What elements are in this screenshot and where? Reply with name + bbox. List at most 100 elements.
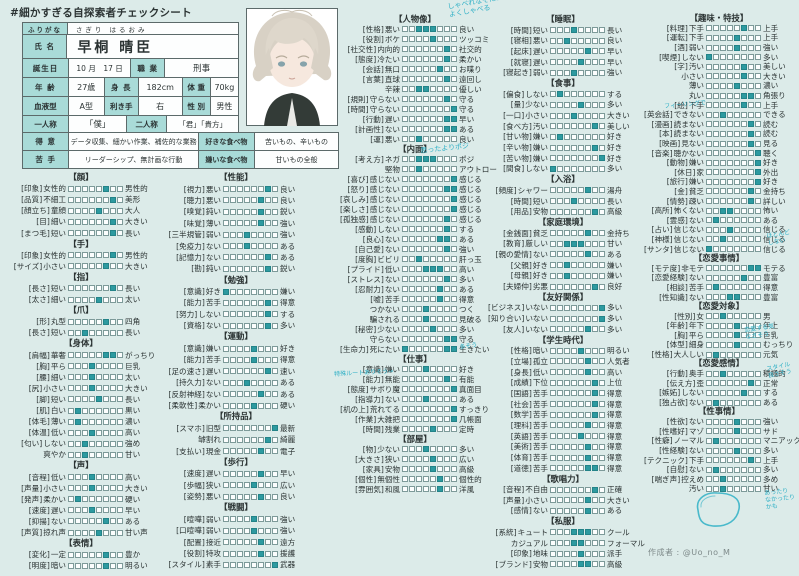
scale-box-filled[interactable] (109, 252, 116, 259)
scale-box[interactable] (726, 322, 733, 329)
scale-box[interactable] (712, 102, 719, 109)
scale-box[interactable] (754, 389, 761, 396)
scale-box[interactable] (401, 336, 408, 342)
scale-box-filled[interactable] (422, 266, 429, 272)
scale-box[interactable] (570, 283, 577, 290)
scale-box[interactable] (81, 318, 88, 325)
scale-box-filled[interactable] (584, 358, 591, 365)
scale-box[interactable] (598, 507, 605, 514)
scale-box[interactable] (549, 112, 556, 119)
scale-box-filled[interactable] (747, 265, 754, 272)
scale-box[interactable] (429, 376, 436, 382)
scale-box[interactable] (408, 406, 415, 412)
scale-box[interactable] (563, 497, 570, 504)
scale-box[interactable] (250, 539, 257, 546)
scale-box[interactable] (733, 265, 740, 272)
scale-box[interactable] (401, 156, 408, 162)
scale-box[interactable] (747, 217, 754, 224)
scale-box[interactable] (67, 252, 74, 259)
scale-box[interactable] (422, 46, 429, 52)
scale-box[interactable] (229, 345, 236, 352)
scale-box[interactable] (443, 136, 450, 142)
scale-box[interactable] (67, 507, 74, 514)
scale-box[interactable] (222, 322, 229, 329)
scale-box[interactable] (733, 54, 740, 61)
scale-box[interactable] (429, 276, 436, 282)
scale-box-filled[interactable] (443, 376, 450, 382)
scale-box[interactable] (81, 474, 88, 481)
scale-box[interactable] (712, 265, 719, 272)
scale-box[interactable] (754, 73, 761, 80)
scale-box[interactable] (563, 454, 570, 461)
scale-box[interactable] (754, 44, 761, 51)
scale-box-filled[interactable] (747, 92, 754, 99)
scale-box[interactable] (102, 207, 109, 214)
scale-box-filled[interactable] (570, 198, 577, 205)
scale-box-filled[interactable] (570, 112, 577, 119)
scale-box-filled[interactable] (257, 493, 264, 500)
scale-box[interactable] (577, 123, 584, 130)
scale-box[interactable] (95, 318, 102, 325)
scale-box[interactable] (740, 265, 747, 272)
scale-box[interactable] (443, 66, 450, 72)
scale-box[interactable] (733, 198, 740, 205)
scale-box[interactable] (598, 379, 605, 386)
scale-box[interactable] (422, 206, 429, 212)
scale-box[interactable] (705, 198, 712, 205)
scale-box[interactable] (563, 165, 570, 172)
scale-box[interactable] (236, 265, 243, 272)
scale-box[interactable] (222, 448, 229, 455)
scale-box[interactable] (88, 518, 95, 525)
scale-box[interactable] (67, 318, 74, 325)
scale-box[interactable] (443, 466, 450, 472)
scale-box-filled[interactable] (415, 86, 422, 92)
scale-box[interactable] (236, 561, 243, 568)
scale-box[interactable] (408, 286, 415, 292)
scale-box[interactable] (450, 236, 457, 242)
scale-box[interactable] (549, 101, 556, 108)
scale-box[interactable] (257, 402, 264, 409)
scale-box[interactable] (712, 82, 719, 89)
scale-box-filled[interactable] (88, 429, 95, 436)
scale-box[interactable] (88, 440, 95, 447)
scale-box-filled[interactable] (719, 313, 726, 320)
scale-box[interactable] (415, 466, 422, 472)
scale-box[interactable] (109, 263, 116, 270)
scale-box[interactable] (408, 476, 415, 482)
scale-box[interactable] (229, 482, 236, 489)
scale-box[interactable] (747, 313, 754, 320)
scale-box[interactable] (591, 251, 598, 258)
scale-box-filled[interactable] (747, 198, 754, 205)
scale-box-filled[interactable] (74, 407, 81, 414)
scale-box[interactable] (229, 527, 236, 534)
scale-box[interactable] (733, 140, 740, 147)
scale-box[interactable] (712, 389, 719, 396)
scale-box[interactable] (712, 428, 719, 435)
scale-box[interactable] (415, 56, 422, 62)
scale-box[interactable] (577, 454, 584, 461)
scale-box[interactable] (733, 92, 740, 99)
scale-box[interactable] (67, 296, 74, 303)
scale-box[interactable] (443, 306, 450, 312)
scale-box[interactable] (67, 396, 74, 403)
scale-box[interactable] (705, 34, 712, 41)
scale-box[interactable] (591, 101, 598, 108)
scale-box[interactable] (563, 486, 570, 493)
scale-box[interactable] (415, 306, 422, 312)
scale-box[interactable] (705, 332, 712, 339)
scale-box[interactable] (719, 217, 726, 224)
scale-box[interactable] (443, 106, 450, 112)
scale-box-filled[interactable] (556, 91, 563, 98)
scale-box[interactable] (705, 92, 712, 99)
scale-box-filled[interactable] (257, 208, 264, 215)
scale-box[interactable] (705, 73, 712, 80)
scale-box[interactable] (250, 561, 257, 568)
scale-box[interactable] (222, 345, 229, 352)
scale-box[interactable] (705, 447, 712, 454)
scale-box[interactable] (67, 352, 74, 359)
scale-box[interactable] (733, 111, 740, 118)
scale-box[interactable] (740, 476, 747, 483)
scale-box[interactable] (88, 451, 95, 458)
scale-box[interactable] (705, 284, 712, 291)
scale-box[interactable] (443, 386, 450, 392)
